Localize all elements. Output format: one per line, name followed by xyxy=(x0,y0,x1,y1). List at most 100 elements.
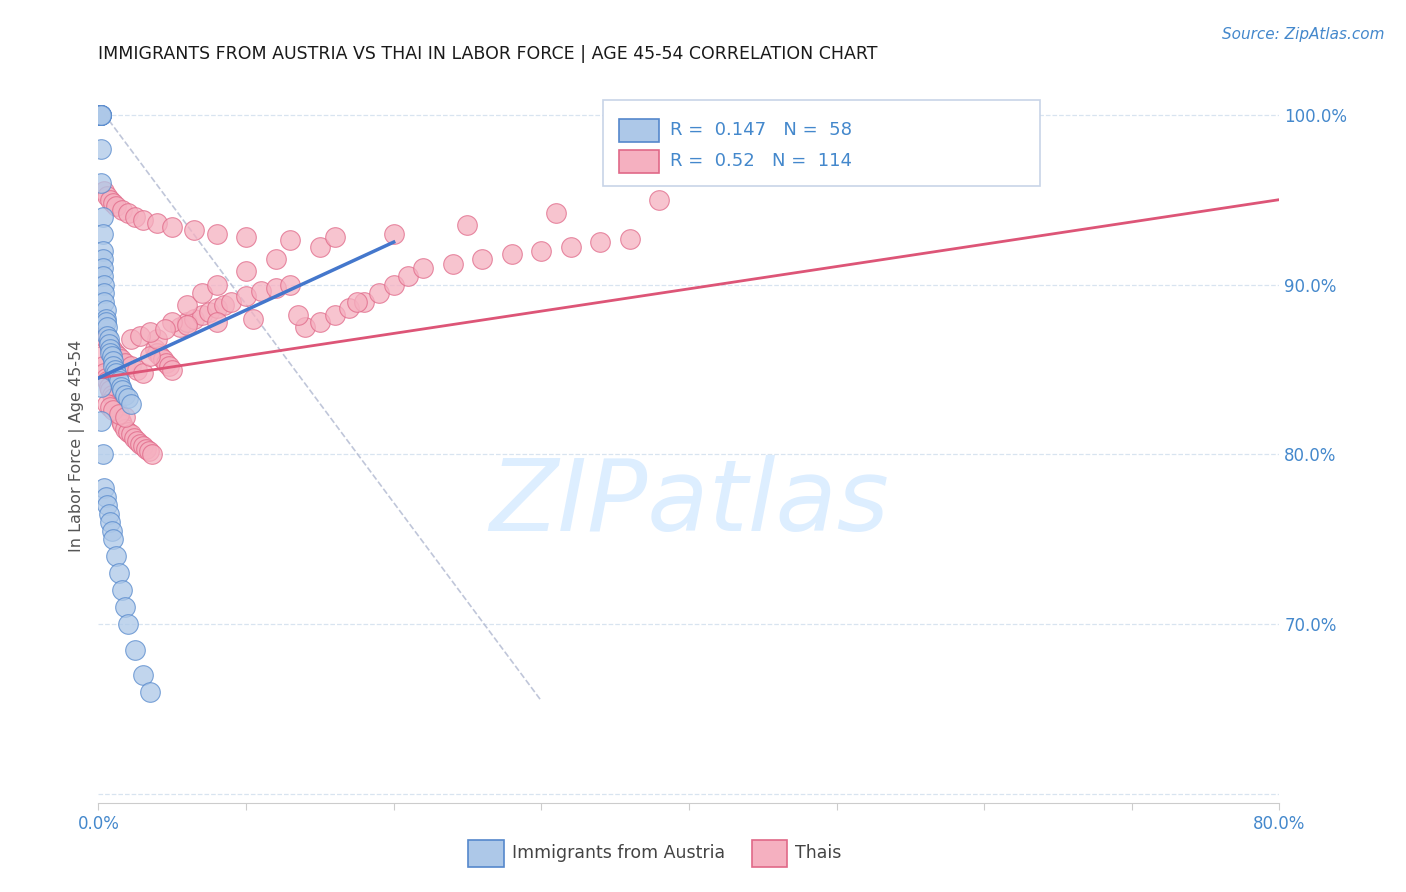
Point xyxy=(111,583,134,598)
Point xyxy=(110,413,132,427)
Text: R =  0.147   N =  58: R = 0.147 N = 58 xyxy=(671,121,852,139)
Point xyxy=(205,277,228,292)
Point xyxy=(90,176,112,190)
Point xyxy=(176,315,198,329)
Point xyxy=(139,349,162,363)
Point xyxy=(120,396,142,410)
Point xyxy=(96,396,118,410)
Point xyxy=(242,311,264,326)
Point xyxy=(157,359,180,373)
Text: Source: ZipAtlas.com: Source: ZipAtlas.com xyxy=(1222,27,1385,42)
Point xyxy=(108,375,131,389)
Point xyxy=(368,286,391,301)
Point xyxy=(264,252,287,266)
Point xyxy=(155,356,177,370)
Point xyxy=(90,108,112,122)
Point xyxy=(90,108,112,122)
Point xyxy=(128,437,150,451)
Point xyxy=(120,427,142,442)
Point xyxy=(91,328,114,343)
Text: Thais: Thais xyxy=(796,845,842,863)
Point xyxy=(94,311,117,326)
Point xyxy=(280,277,302,292)
Point xyxy=(117,617,139,632)
Point xyxy=(183,223,205,237)
Point xyxy=(169,320,191,334)
Text: ZIPatlas: ZIPatlas xyxy=(489,455,889,551)
Point xyxy=(103,403,125,417)
Point xyxy=(94,315,117,329)
Point xyxy=(162,362,183,376)
Point xyxy=(287,308,309,322)
Point xyxy=(97,332,120,346)
Point xyxy=(98,400,121,414)
Point xyxy=(103,533,125,547)
Point xyxy=(98,193,121,207)
Point xyxy=(162,315,183,329)
Point xyxy=(235,230,257,244)
Point xyxy=(141,448,163,462)
Point xyxy=(91,359,114,373)
Point xyxy=(105,400,128,414)
Point xyxy=(98,383,121,397)
Point xyxy=(128,328,150,343)
Point xyxy=(114,600,136,615)
Point xyxy=(104,396,127,410)
Point xyxy=(100,388,122,402)
Point xyxy=(103,392,125,406)
Point xyxy=(250,285,273,299)
Point xyxy=(149,349,172,363)
Point xyxy=(114,356,136,370)
Point xyxy=(198,305,221,319)
Point xyxy=(96,499,118,513)
Point xyxy=(117,425,139,440)
Point xyxy=(97,379,120,393)
Point xyxy=(339,301,361,316)
Point xyxy=(162,219,183,234)
Point xyxy=(205,227,228,241)
Point xyxy=(122,430,145,444)
Point xyxy=(89,108,111,122)
Point xyxy=(648,193,671,207)
Point xyxy=(264,281,287,295)
Point xyxy=(138,444,160,458)
Point xyxy=(280,234,302,248)
Point xyxy=(205,315,228,329)
Point xyxy=(235,289,257,303)
Point xyxy=(96,320,118,334)
Point xyxy=(117,392,139,406)
Point xyxy=(100,524,122,538)
Point xyxy=(108,566,131,581)
Point xyxy=(91,448,114,462)
Point xyxy=(91,252,114,266)
Point xyxy=(105,199,128,213)
Point xyxy=(619,232,641,246)
Point xyxy=(235,264,257,278)
Point xyxy=(97,507,120,521)
Point xyxy=(108,407,131,421)
Point xyxy=(212,298,235,312)
Point xyxy=(346,294,368,309)
Point xyxy=(132,213,155,227)
Point xyxy=(90,413,112,427)
Point xyxy=(90,142,112,156)
FancyBboxPatch shape xyxy=(468,840,503,867)
Point xyxy=(91,227,114,241)
Point xyxy=(91,210,114,224)
Point xyxy=(124,210,146,224)
Point xyxy=(152,352,174,367)
Point xyxy=(146,332,169,346)
FancyBboxPatch shape xyxy=(752,840,787,867)
Point xyxy=(96,375,118,389)
Point xyxy=(94,332,117,346)
Point xyxy=(98,345,121,359)
FancyBboxPatch shape xyxy=(619,120,659,142)
Point xyxy=(105,366,128,380)
Point xyxy=(111,383,134,397)
Point xyxy=(98,342,121,356)
Point xyxy=(104,345,127,359)
Point xyxy=(90,108,112,122)
Point xyxy=(107,405,129,419)
Point xyxy=(382,277,405,292)
Point xyxy=(96,189,118,203)
